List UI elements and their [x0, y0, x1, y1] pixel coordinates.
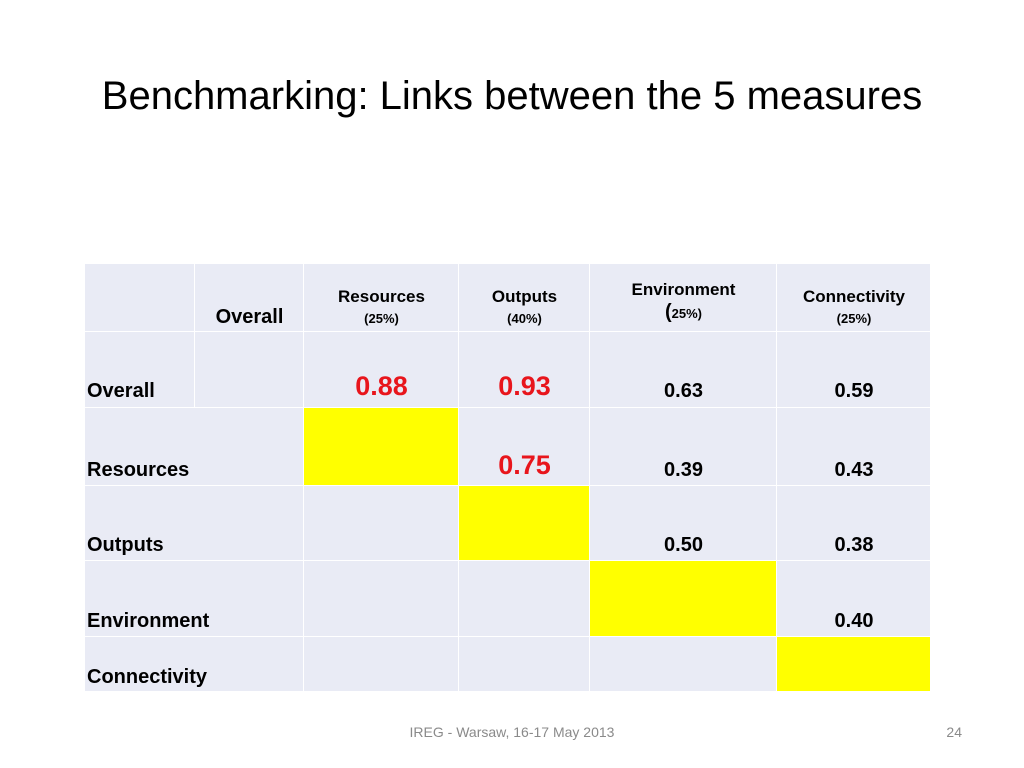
row-overall-cell-overall: [195, 332, 304, 408]
row-overall-cell-environment: [590, 332, 777, 408]
row-environment-label-cell: [85, 561, 304, 637]
row-resources-cell-environment: [590, 408, 777, 486]
column-header-outputs-label: Outputs: [491, 287, 558, 306]
value-resources-outputs: 0.75: [498, 450, 551, 480]
header-cell-connectivity: [777, 264, 931, 332]
footer-text: IREG - Warsaw, 16-17 May 2013: [409, 724, 615, 740]
row-connectivity-cell-resources: [304, 637, 459, 692]
row-overall-cell-resources: [304, 332, 459, 408]
row-environment-cell-outputs: [459, 561, 590, 637]
row-resources-cell-connectivity: [777, 408, 931, 486]
slide-title: Benchmarking: Links between the 5 measur…: [101, 74, 923, 118]
column-header-overall-label: Overall: [215, 306, 284, 328]
column-header-environment: Environment (25%): [590, 279, 777, 325]
row-label-connectivity: Connectivity: [87, 666, 208, 688]
diagonal-cell-outputs: [459, 486, 590, 561]
row-label-resources: Resources: [87, 459, 190, 481]
diagonal-cell-resources: [304, 408, 459, 486]
value-overall-environment: 0.63: [664, 380, 703, 402]
row-outputs-cell-environment: [590, 486, 777, 561]
column-header-outputs-weight: (40%): [507, 311, 542, 326]
column-header-environment-weight-prefix: (: [664, 301, 672, 323]
column-header-connectivity: Connectivity (25%): [777, 286, 931, 330]
row-outputs-cell-connectivity: [777, 486, 931, 561]
row-label-outputs: Outputs: [87, 534, 164, 556]
column-header-resources-label: Resources: [338, 287, 425, 306]
row-outputs-label-cell: [85, 486, 304, 561]
row-label-overall: Overall: [87, 380, 155, 402]
column-header-connectivity-label: Connectivity: [802, 287, 906, 306]
header-corner-cell: [85, 264, 195, 332]
column-header-environment-weight: 25%): [671, 306, 703, 321]
row-overall-cell-connectivity: [777, 332, 931, 408]
column-header-overall: Overall: [195, 306, 304, 329]
value-resources-connectivity: 0.43: [834, 459, 874, 481]
value-overall-outputs: 0.93: [498, 371, 551, 401]
header-cell-overall: [195, 264, 304, 332]
row-environment-cell-resources: [304, 561, 459, 637]
diagonal-cell-connectivity: [777, 637, 931, 692]
correlation-table: Overall Resources (25%) Outputs (40%) En…: [85, 264, 931, 692]
row-overall-cell-outputs: [459, 332, 590, 408]
row-resources-label-cell: [85, 408, 304, 486]
row-connectivity-cell-environment: [590, 637, 777, 692]
value-outputs-environment: 0.50: [664, 534, 703, 556]
row-connectivity-cell-outputs: [459, 637, 590, 692]
row-resources-cell-outputs: [459, 408, 590, 486]
value-overall-resources: 0.88: [355, 371, 408, 401]
row-environment-cell-connectivity: [777, 561, 931, 637]
value-overall-connectivity: 0.59: [834, 380, 874, 402]
column-header-resources: Resources (25%): [304, 286, 459, 330]
header-cell-environment: [590, 264, 777, 332]
column-header-connectivity-weight: (25%): [836, 311, 872, 326]
page-number: 24: [946, 724, 962, 740]
value-outputs-connectivity: 0.38: [834, 534, 874, 556]
header-cell-outputs: [459, 264, 590, 332]
column-header-outputs: Outputs (40%): [459, 286, 590, 330]
value-environment-connectivity: 0.40: [834, 610, 874, 632]
diagonal-cell-environment: [590, 561, 777, 637]
row-outputs-cell-resources: [304, 486, 459, 561]
header-cell-resources: [304, 264, 459, 332]
row-connectivity-label-cell: [85, 637, 304, 692]
column-header-resources-weight: (25%): [364, 311, 399, 326]
row-overall-label-cell: [85, 332, 195, 408]
column-header-environment-label: Environment: [631, 280, 736, 299]
row-label-environment: Environment: [87, 610, 210, 632]
value-resources-environment: 0.39: [664, 459, 703, 481]
